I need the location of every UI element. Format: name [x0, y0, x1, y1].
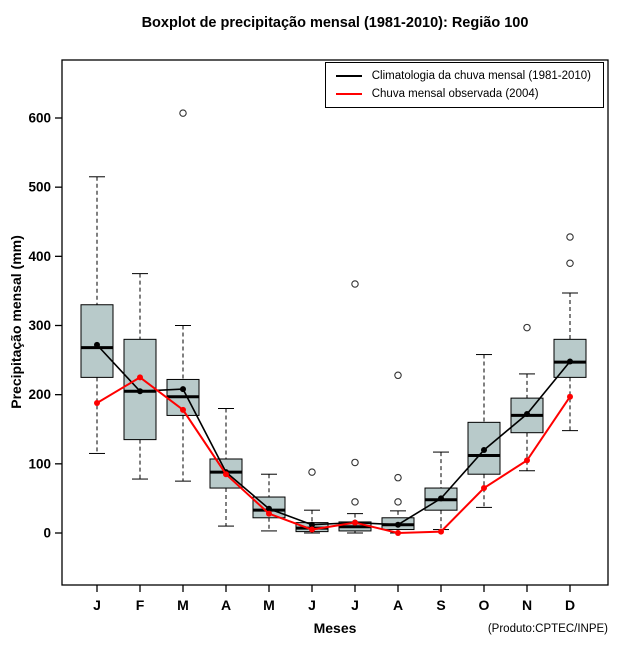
x-tick-label: S [436, 597, 445, 613]
source-note: (Produto:CPTEC/INPE) [487, 623, 608, 635]
legend-label: Chuva mensal observada (2004) [371, 88, 539, 100]
climatology-point [395, 521, 401, 528]
climatology-point [438, 495, 444, 502]
y-tick-label: 300 [28, 318, 51, 333]
observed-line-swatch [335, 93, 362, 95]
observed-point [567, 393, 573, 400]
climatology-point [266, 505, 272, 512]
x-tick-label: J [93, 597, 101, 613]
climatology-point [567, 358, 573, 365]
x-tick-label: N [522, 597, 532, 613]
climatology-point [309, 521, 315, 528]
x-tick-label: J [351, 597, 359, 613]
legend: Climatologia da chuva mensal (1981-2010)… [324, 62, 604, 108]
outlier-point [523, 323, 531, 332]
x-axis-label: Meses [313, 620, 357, 636]
outlier-point [308, 468, 316, 476]
observed-point [481, 485, 487, 492]
box [553, 338, 587, 378]
legend-label: Climatologia da chuva mensal (1981-2010) [371, 70, 591, 82]
y-axis-label: Precipitação mensal (mm) [8, 235, 24, 409]
outlier-point [179, 109, 187, 117]
outlier-point [566, 259, 574, 267]
legend-item-climatology: Climatologia da chuva mensal (1981-2010) [335, 70, 591, 82]
y-tick-label: 100 [28, 456, 51, 471]
observed-point [395, 530, 401, 536]
observed-point [223, 471, 229, 478]
x-tick-label: M [263, 597, 275, 613]
legend-item-observed: Chuva mensal observada (2004) [335, 88, 591, 100]
y-tick-label: 500 [28, 180, 51, 195]
observed-point [94, 399, 100, 406]
y-tick-label: 600 [28, 110, 51, 125]
outlier-point [351, 280, 359, 288]
x-tick-label: A [221, 597, 231, 613]
outlier-point [351, 498, 359, 506]
outlier-point [351, 458, 359, 467]
x-tick-label: M [177, 597, 189, 613]
climatology-point [524, 411, 530, 418]
observed-point [438, 528, 444, 535]
y-tick-label: 400 [28, 249, 51, 264]
climatology-point [94, 341, 100, 348]
outlier-point [394, 473, 402, 482]
outlier-point [566, 233, 574, 241]
x-tick-label: F [136, 597, 145, 613]
observed-point [137, 374, 143, 381]
observed-point [524, 457, 530, 464]
climatology-line [96, 344, 571, 526]
climatology-point [481, 446, 487, 453]
chart-title: Boxplot de precipitação mensal (1981-201… [141, 15, 529, 31]
x-tick-label: O [479, 597, 490, 613]
climatology-line-swatch [335, 75, 362, 77]
box [467, 421, 501, 475]
x-tick-label: D [565, 597, 575, 613]
plot-frame [61, 59, 609, 586]
y-tick-label: 0 [43, 526, 51, 541]
outlier-point [394, 371, 402, 380]
y-tick-label: 200 [28, 387, 51, 402]
climatology-point [137, 388, 143, 395]
observed-line [96, 376, 571, 535]
x-tick-label: A [393, 597, 403, 613]
climatology-point [180, 386, 186, 393]
observed-point [180, 406, 186, 413]
observed-point [266, 510, 272, 517]
outlier-point [394, 498, 402, 506]
x-tick-label: J [308, 597, 316, 613]
observed-point [309, 526, 315, 533]
observed-point [352, 519, 358, 526]
box [80, 304, 114, 378]
